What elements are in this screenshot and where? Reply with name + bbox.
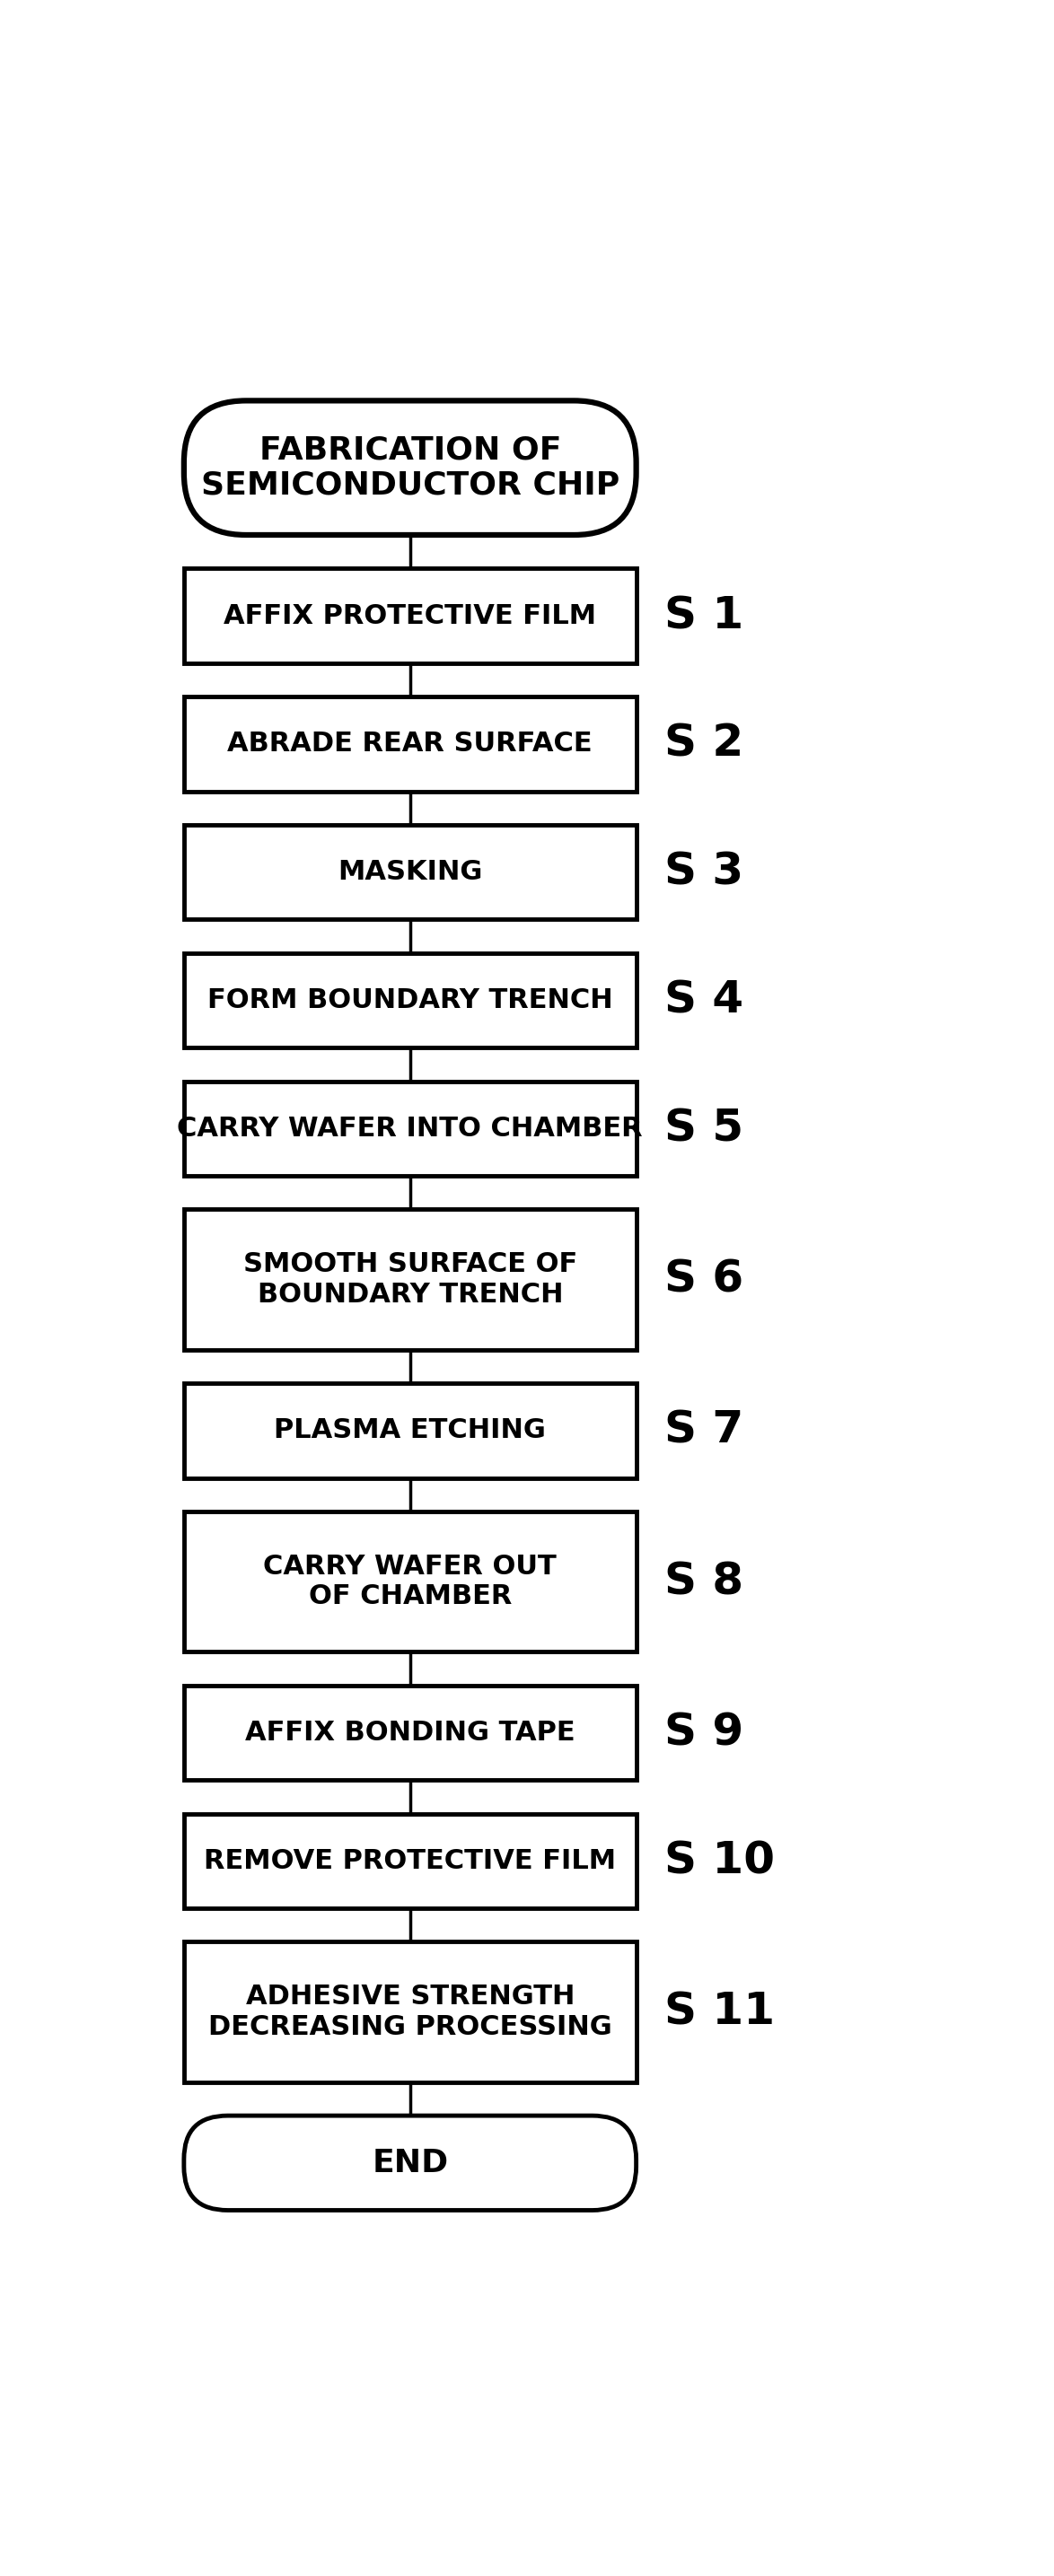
Text: S 8: S 8: [664, 1561, 743, 1602]
Text: CARRY WAFER INTO CHAMBER: CARRY WAFER INTO CHAMBER: [177, 1115, 643, 1141]
Text: S 2: S 2: [664, 721, 743, 765]
Text: FABRICATION OF
SEMICONDUCTOR CHIP: FABRICATION OF SEMICONDUCTOR CHIP: [200, 435, 620, 500]
Bar: [184, 1082, 637, 1175]
Text: REMOVE PROTECTIVE FILM: REMOVE PROTECTIVE FILM: [204, 1847, 617, 1873]
Bar: [184, 1814, 637, 1909]
Bar: [184, 1383, 637, 1479]
Bar: [184, 824, 637, 920]
Text: S 4: S 4: [664, 979, 743, 1023]
Bar: [184, 1685, 637, 1780]
FancyBboxPatch shape: [184, 2115, 637, 2210]
Text: S 10: S 10: [664, 1839, 775, 1883]
Bar: [184, 1512, 637, 1651]
Text: ADHESIVE STRENGTH
DECREASING PROCESSING: ADHESIVE STRENGTH DECREASING PROCESSING: [209, 1984, 612, 2040]
Text: SMOOTH SURFACE OF
BOUNDARY TRENCH: SMOOTH SURFACE OF BOUNDARY TRENCH: [243, 1252, 578, 1309]
Text: ABRADE REAR SURFACE: ABRADE REAR SURFACE: [228, 732, 592, 757]
Text: S 11: S 11: [664, 1991, 775, 2032]
Text: S 3: S 3: [664, 850, 743, 894]
Text: AFFIX BONDING TAPE: AFFIX BONDING TAPE: [245, 1721, 575, 1747]
Text: S 1: S 1: [664, 595, 743, 636]
Bar: [184, 569, 637, 662]
Text: S 6: S 6: [664, 1257, 743, 1301]
Bar: [184, 696, 637, 791]
Text: AFFIX PROTECTIVE FILM: AFFIX PROTECTIVE FILM: [223, 603, 597, 629]
Text: MASKING: MASKING: [337, 860, 483, 886]
Text: S 5: S 5: [664, 1108, 743, 1149]
FancyBboxPatch shape: [184, 402, 637, 536]
Bar: [184, 1942, 637, 2081]
Text: END: END: [372, 2148, 448, 2179]
Text: PLASMA ETCHING: PLASMA ETCHING: [274, 1417, 546, 1443]
Text: FORM BOUNDARY TRENCH: FORM BOUNDARY TRENCH: [208, 987, 612, 1012]
Text: S 7: S 7: [664, 1409, 743, 1453]
Text: CARRY WAFER OUT
OF CHAMBER: CARRY WAFER OUT OF CHAMBER: [264, 1553, 557, 1610]
Text: S 9: S 9: [664, 1710, 743, 1754]
Bar: [184, 1208, 637, 1350]
Bar: [184, 953, 637, 1048]
